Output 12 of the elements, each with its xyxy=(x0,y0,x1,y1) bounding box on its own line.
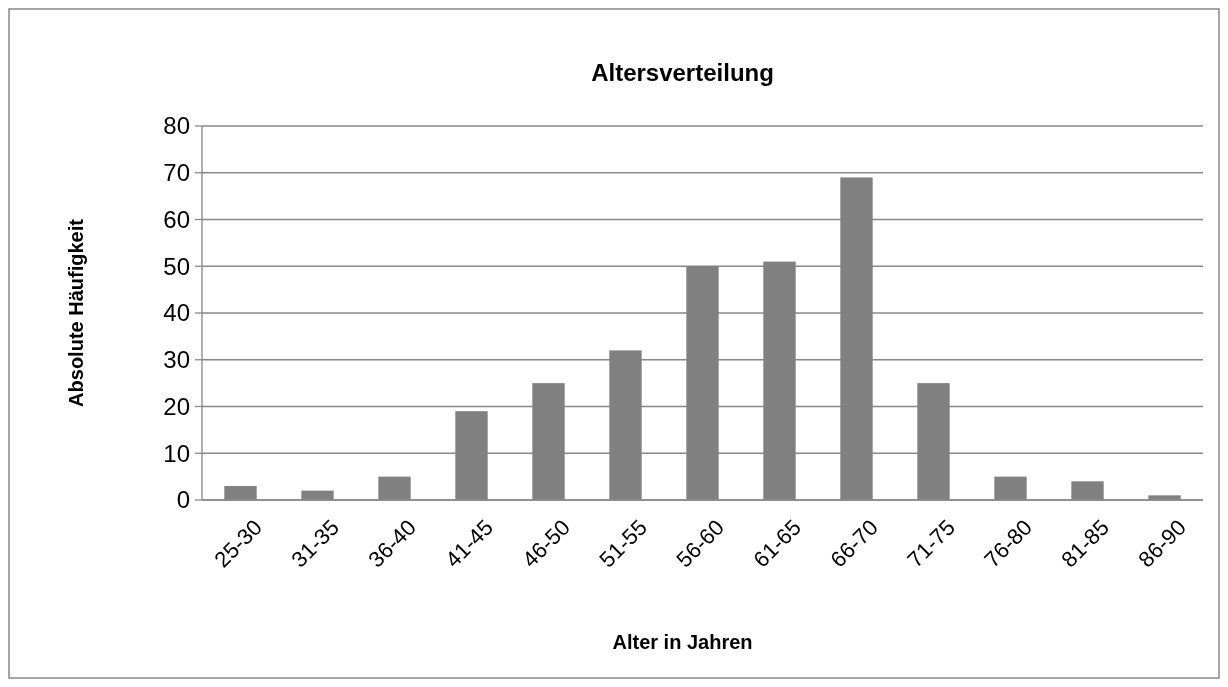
y-tick-label: 20 xyxy=(163,392,190,420)
y-tick-label: 50 xyxy=(163,252,190,280)
y-tick-label: 0 xyxy=(176,486,190,514)
chart-title: Altersverteilung xyxy=(591,59,774,86)
y-tick-label: 40 xyxy=(163,299,190,327)
y-tick-label: 80 xyxy=(163,112,190,140)
x-axis-title: Alter in Jahren xyxy=(612,631,753,653)
y-tick-label: 30 xyxy=(163,346,190,374)
y-tick-label: 60 xyxy=(163,205,190,233)
y-axis-title: Absolute Häufigkeit xyxy=(65,218,87,407)
y-tick-label: 10 xyxy=(163,439,190,467)
y-tick-label: 70 xyxy=(163,159,190,187)
